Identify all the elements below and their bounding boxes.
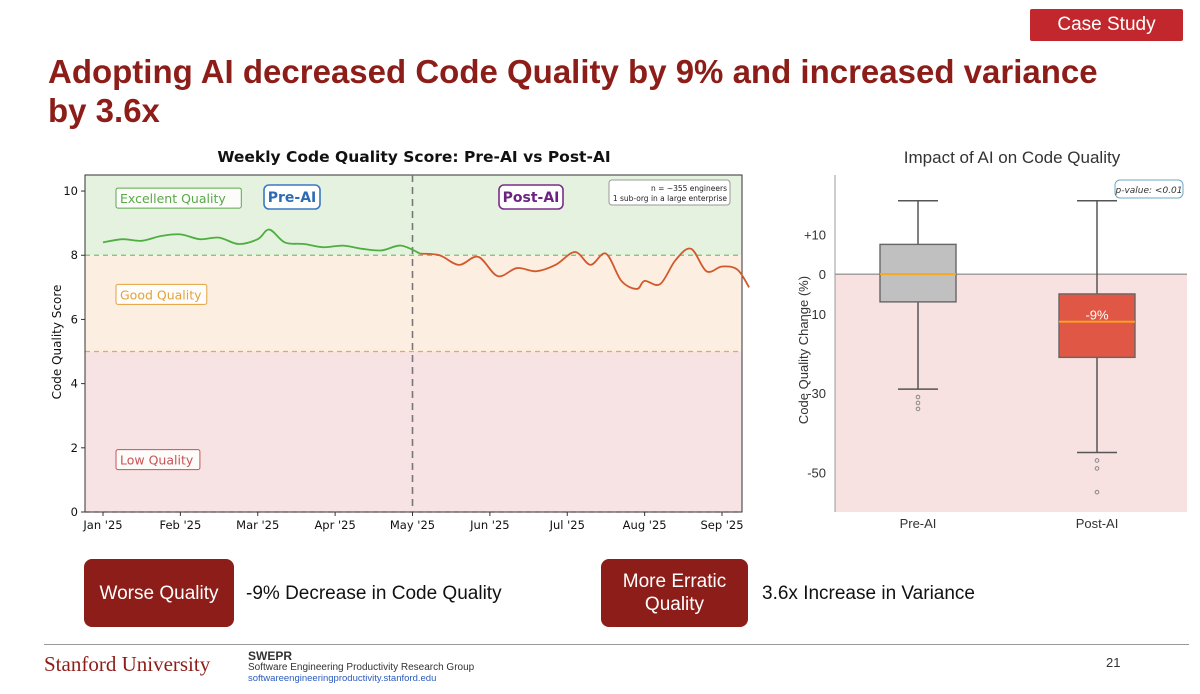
x-tick-label: Jun '25 xyxy=(469,518,509,532)
p-value-box xyxy=(1114,179,1184,199)
outlier-point xyxy=(915,400,921,406)
zone-label-box xyxy=(115,283,208,305)
sample-note-line2: 1 sub-org in a large enterprise xyxy=(613,194,728,203)
box-chart-y-axis-label: Code Quality Change (%) xyxy=(796,276,811,424)
x-tick-label: May '25 xyxy=(390,518,435,532)
worse-quality-tag: Worse Quality xyxy=(84,559,234,627)
line-chart-y-axis-label: Code Quality Score xyxy=(50,285,64,400)
box-median-label: -9% xyxy=(1085,308,1109,323)
box-y-tick-label: -10 xyxy=(807,307,826,322)
box-y-tick-label: -30 xyxy=(807,386,826,401)
zone-2 xyxy=(85,351,742,512)
post-ai-box xyxy=(498,184,564,210)
series-line-pre-ai xyxy=(102,228,421,255)
case-study-badge: Case Study xyxy=(1030,9,1183,41)
zone-label-box xyxy=(115,449,201,471)
x-tick-label: Mar '25 xyxy=(236,518,279,532)
outlier-point xyxy=(915,406,921,412)
box-chart-title: Impact of AI on Code Quality xyxy=(904,148,1121,167)
university-logo: Stanford University xyxy=(44,652,211,676)
box-category-label: Pre-AI xyxy=(900,516,937,531)
outlier-point xyxy=(1094,489,1100,495)
box-iqr xyxy=(1058,293,1136,359)
line-chart-frame xyxy=(84,174,743,513)
zone-label-box xyxy=(115,187,242,209)
zone-label: Excellent Quality xyxy=(120,191,226,206)
group-name: Software Engineering Productivity Resear… xyxy=(248,662,475,673)
worse-quality-text: -9% Decrease in Code Quality xyxy=(246,583,502,604)
x-tick-label: Jul '25 xyxy=(549,518,585,532)
x-tick-label: Sep '25 xyxy=(700,518,743,532)
pre-ai-label: Pre-AI xyxy=(268,190,317,206)
y-tick-label: 0 xyxy=(71,505,78,519)
zone-label: Low Quality xyxy=(120,453,194,468)
sample-note-line1: n = ~355 engineers xyxy=(651,184,727,193)
box-y-tick-label: 0 xyxy=(819,267,826,282)
research-group: SWEPR Software Engineering Productivity … xyxy=(248,649,475,684)
series-line-post-ai xyxy=(420,247,750,290)
footer-divider xyxy=(44,644,1189,645)
pre-ai-box xyxy=(263,184,321,210)
x-tick-label: Feb '25 xyxy=(159,518,201,532)
x-tick-label: Apr '25 xyxy=(314,518,355,532)
outlier-point xyxy=(915,394,921,400)
y-tick-label: 6 xyxy=(71,312,78,326)
p-value-label: p-value: <0.01 xyxy=(1114,186,1182,196)
y-tick-label: 4 xyxy=(71,377,78,391)
box-post-ai: -9% Post-AI xyxy=(1058,200,1136,531)
zone-label: Good Quality xyxy=(120,287,202,302)
outlier-point xyxy=(1094,466,1100,471)
box-pre-ai: Pre-AI xyxy=(879,200,957,531)
sample-note-box xyxy=(608,179,731,206)
post-ai-label: Post-AI xyxy=(503,190,560,206)
erratic-quality-text: 3.6x Increase in Variance xyxy=(762,583,975,604)
line-chart-title: Weekly Code Quality Score: Pre-AI vs Pos… xyxy=(217,148,610,166)
box-y-tick-label: -50 xyxy=(807,465,826,480)
erratic-quality-tag: More Erratic Quality xyxy=(601,559,748,627)
line-chart: Weekly Code Quality Score: Pre-AI vs Pos… xyxy=(50,148,750,532)
box-category-label: Post-AI xyxy=(1076,516,1119,531)
y-tick-label: 8 xyxy=(71,248,78,262)
x-tick-label: Aug '25 xyxy=(623,518,667,532)
y-tick-label: 2 xyxy=(71,441,78,455)
group-abbr: SWEPR xyxy=(248,649,293,663)
box-chart: Impact of AI on Code Quality +10 0 -10 -30 -… xyxy=(796,148,1187,531)
page-number: 21 xyxy=(1106,655,1121,670)
x-tick-label: Jan '25 xyxy=(82,518,122,532)
outlier-point xyxy=(1094,458,1100,463)
slide-title: Adopting AI decreased Code Quality by 9%… xyxy=(48,53,1098,129)
box-iqr xyxy=(879,243,957,303)
box-y-tick-label: +10 xyxy=(804,227,826,242)
group-url[interactable]: softwareengineeringproductivity.stanford… xyxy=(248,673,437,684)
y-tick-label: 10 xyxy=(63,184,78,198)
